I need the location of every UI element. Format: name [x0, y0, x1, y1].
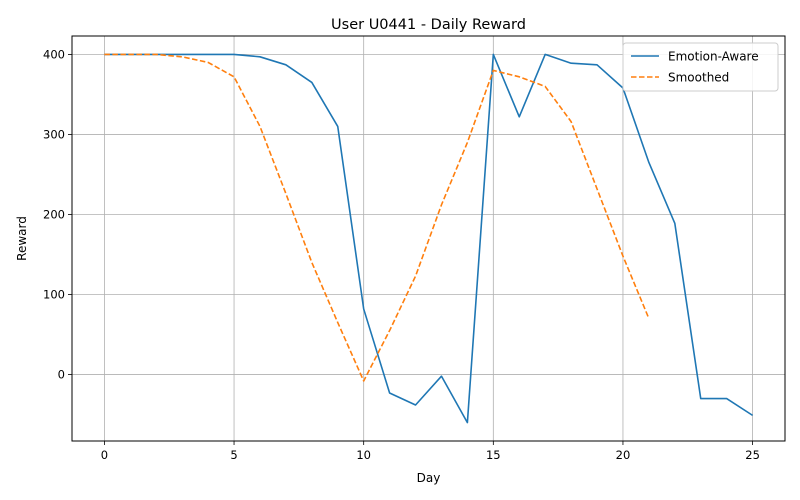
- series-layer: [104, 53, 754, 424]
- x-tick-label: 10: [356, 448, 371, 462]
- series-line-emotion-aware: [104, 53, 754, 424]
- y-axis-label: Reward: [15, 216, 29, 261]
- y-tick-label: 0: [58, 368, 65, 382]
- y-tick-label: 200: [43, 207, 65, 221]
- x-axis-label: Day: [417, 471, 441, 485]
- y-axis: 0 100 200 300 400: [43, 47, 72, 382]
- y-tick-label: 300: [43, 127, 65, 141]
- x-tick-label: 5: [230, 448, 237, 462]
- legend-box: [622, 42, 779, 92]
- series-line-smoothed: [104, 53, 650, 382]
- legend: Emotion-Aware Smoothed: [622, 42, 779, 92]
- x-tick-label: 15: [486, 448, 501, 462]
- x-tick-label: 20: [616, 448, 631, 462]
- x-tick-label: 25: [745, 448, 760, 462]
- chart-title: User U0441 - Daily Reward: [331, 17, 526, 33]
- x-axis: 0 5 10 15 20 25: [101, 441, 760, 462]
- plot-frame: [71, 35, 786, 442]
- y-tick-label: 400: [43, 47, 65, 61]
- legend-label-smoothed: Smoothed: [668, 71, 729, 85]
- x-tick-label: 0: [101, 448, 108, 462]
- y-tick-label: 100: [43, 288, 65, 302]
- legend-label-emotion-aware: Emotion-Aware: [668, 50, 759, 64]
